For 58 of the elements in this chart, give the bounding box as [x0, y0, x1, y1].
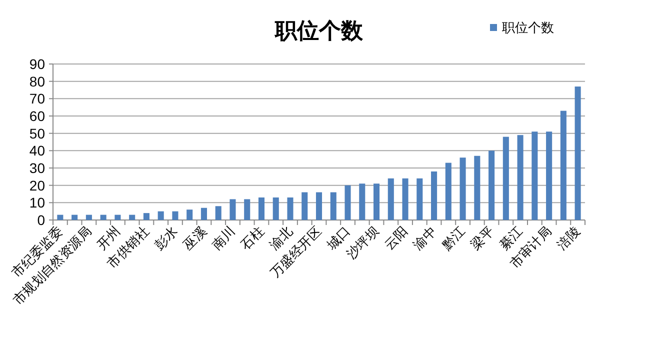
- bar: [445, 162, 452, 220]
- bar: [72, 214, 78, 220]
- bar: [330, 192, 336, 220]
- bar: [532, 132, 538, 220]
- y-tick-label: 10: [29, 194, 46, 211]
- x-tick-label: 云阳: [381, 224, 410, 253]
- bar: [560, 110, 566, 220]
- bar: [57, 214, 64, 220]
- y-tick-label: 40: [29, 142, 46, 159]
- bar: [574, 86, 581, 220]
- bar: [114, 214, 121, 220]
- bar: [230, 199, 236, 220]
- y-tick-label: 70: [29, 90, 46, 107]
- y-tick-label: 20: [29, 177, 46, 194]
- x-tick-label: 涪陵: [554, 224, 583, 253]
- x-tick-label: 梁平: [468, 224, 497, 253]
- x-tick-label: 彭水: [151, 224, 180, 253]
- bar: [373, 184, 380, 220]
- bar: [359, 184, 366, 220]
- bar: [474, 156, 480, 220]
- bar: [488, 150, 495, 220]
- x-tick-label: 巫溪: [180, 224, 210, 253]
- y-tick-label: 60: [29, 108, 46, 124]
- bar: [143, 213, 150, 220]
- bar: [244, 199, 250, 220]
- bar: [402, 178, 408, 220]
- x-tick-label: 石柱: [238, 224, 267, 253]
- bar: [344, 185, 351, 220]
- bar: [172, 211, 178, 220]
- bar: [158, 211, 164, 220]
- bar: [129, 214, 136, 220]
- bar: [258, 197, 265, 220]
- x-tick-label: 渝中: [410, 224, 440, 253]
- bar: [287, 197, 294, 220]
- x-tick-label: 黔江: [438, 224, 468, 254]
- bar: [502, 136, 509, 220]
- bar: [100, 214, 106, 220]
- bar: [546, 132, 552, 220]
- bar: [517, 135, 524, 220]
- bar: [388, 178, 394, 220]
- bar: [215, 206, 222, 220]
- bar: [302, 192, 308, 220]
- y-tick-label: 50: [29, 125, 46, 142]
- bar: [200, 208, 207, 220]
- x-tick-label: 南川: [208, 224, 238, 253]
- bar: [416, 178, 423, 220]
- bar: [272, 197, 279, 220]
- y-tick-label: 0: [37, 212, 46, 228]
- y-tick-label: 80: [29, 73, 46, 90]
- bar: [316, 192, 322, 220]
- chart-title: 职位个数: [274, 18, 364, 43]
- legend-label: 职位个数: [502, 20, 554, 35]
- bar: [431, 171, 438, 220]
- bar: [186, 210, 193, 220]
- y-tick-label: 30: [29, 160, 46, 176]
- bar: [460, 158, 466, 220]
- y-tick-label: 90: [29, 56, 46, 72]
- bar: [86, 214, 92, 220]
